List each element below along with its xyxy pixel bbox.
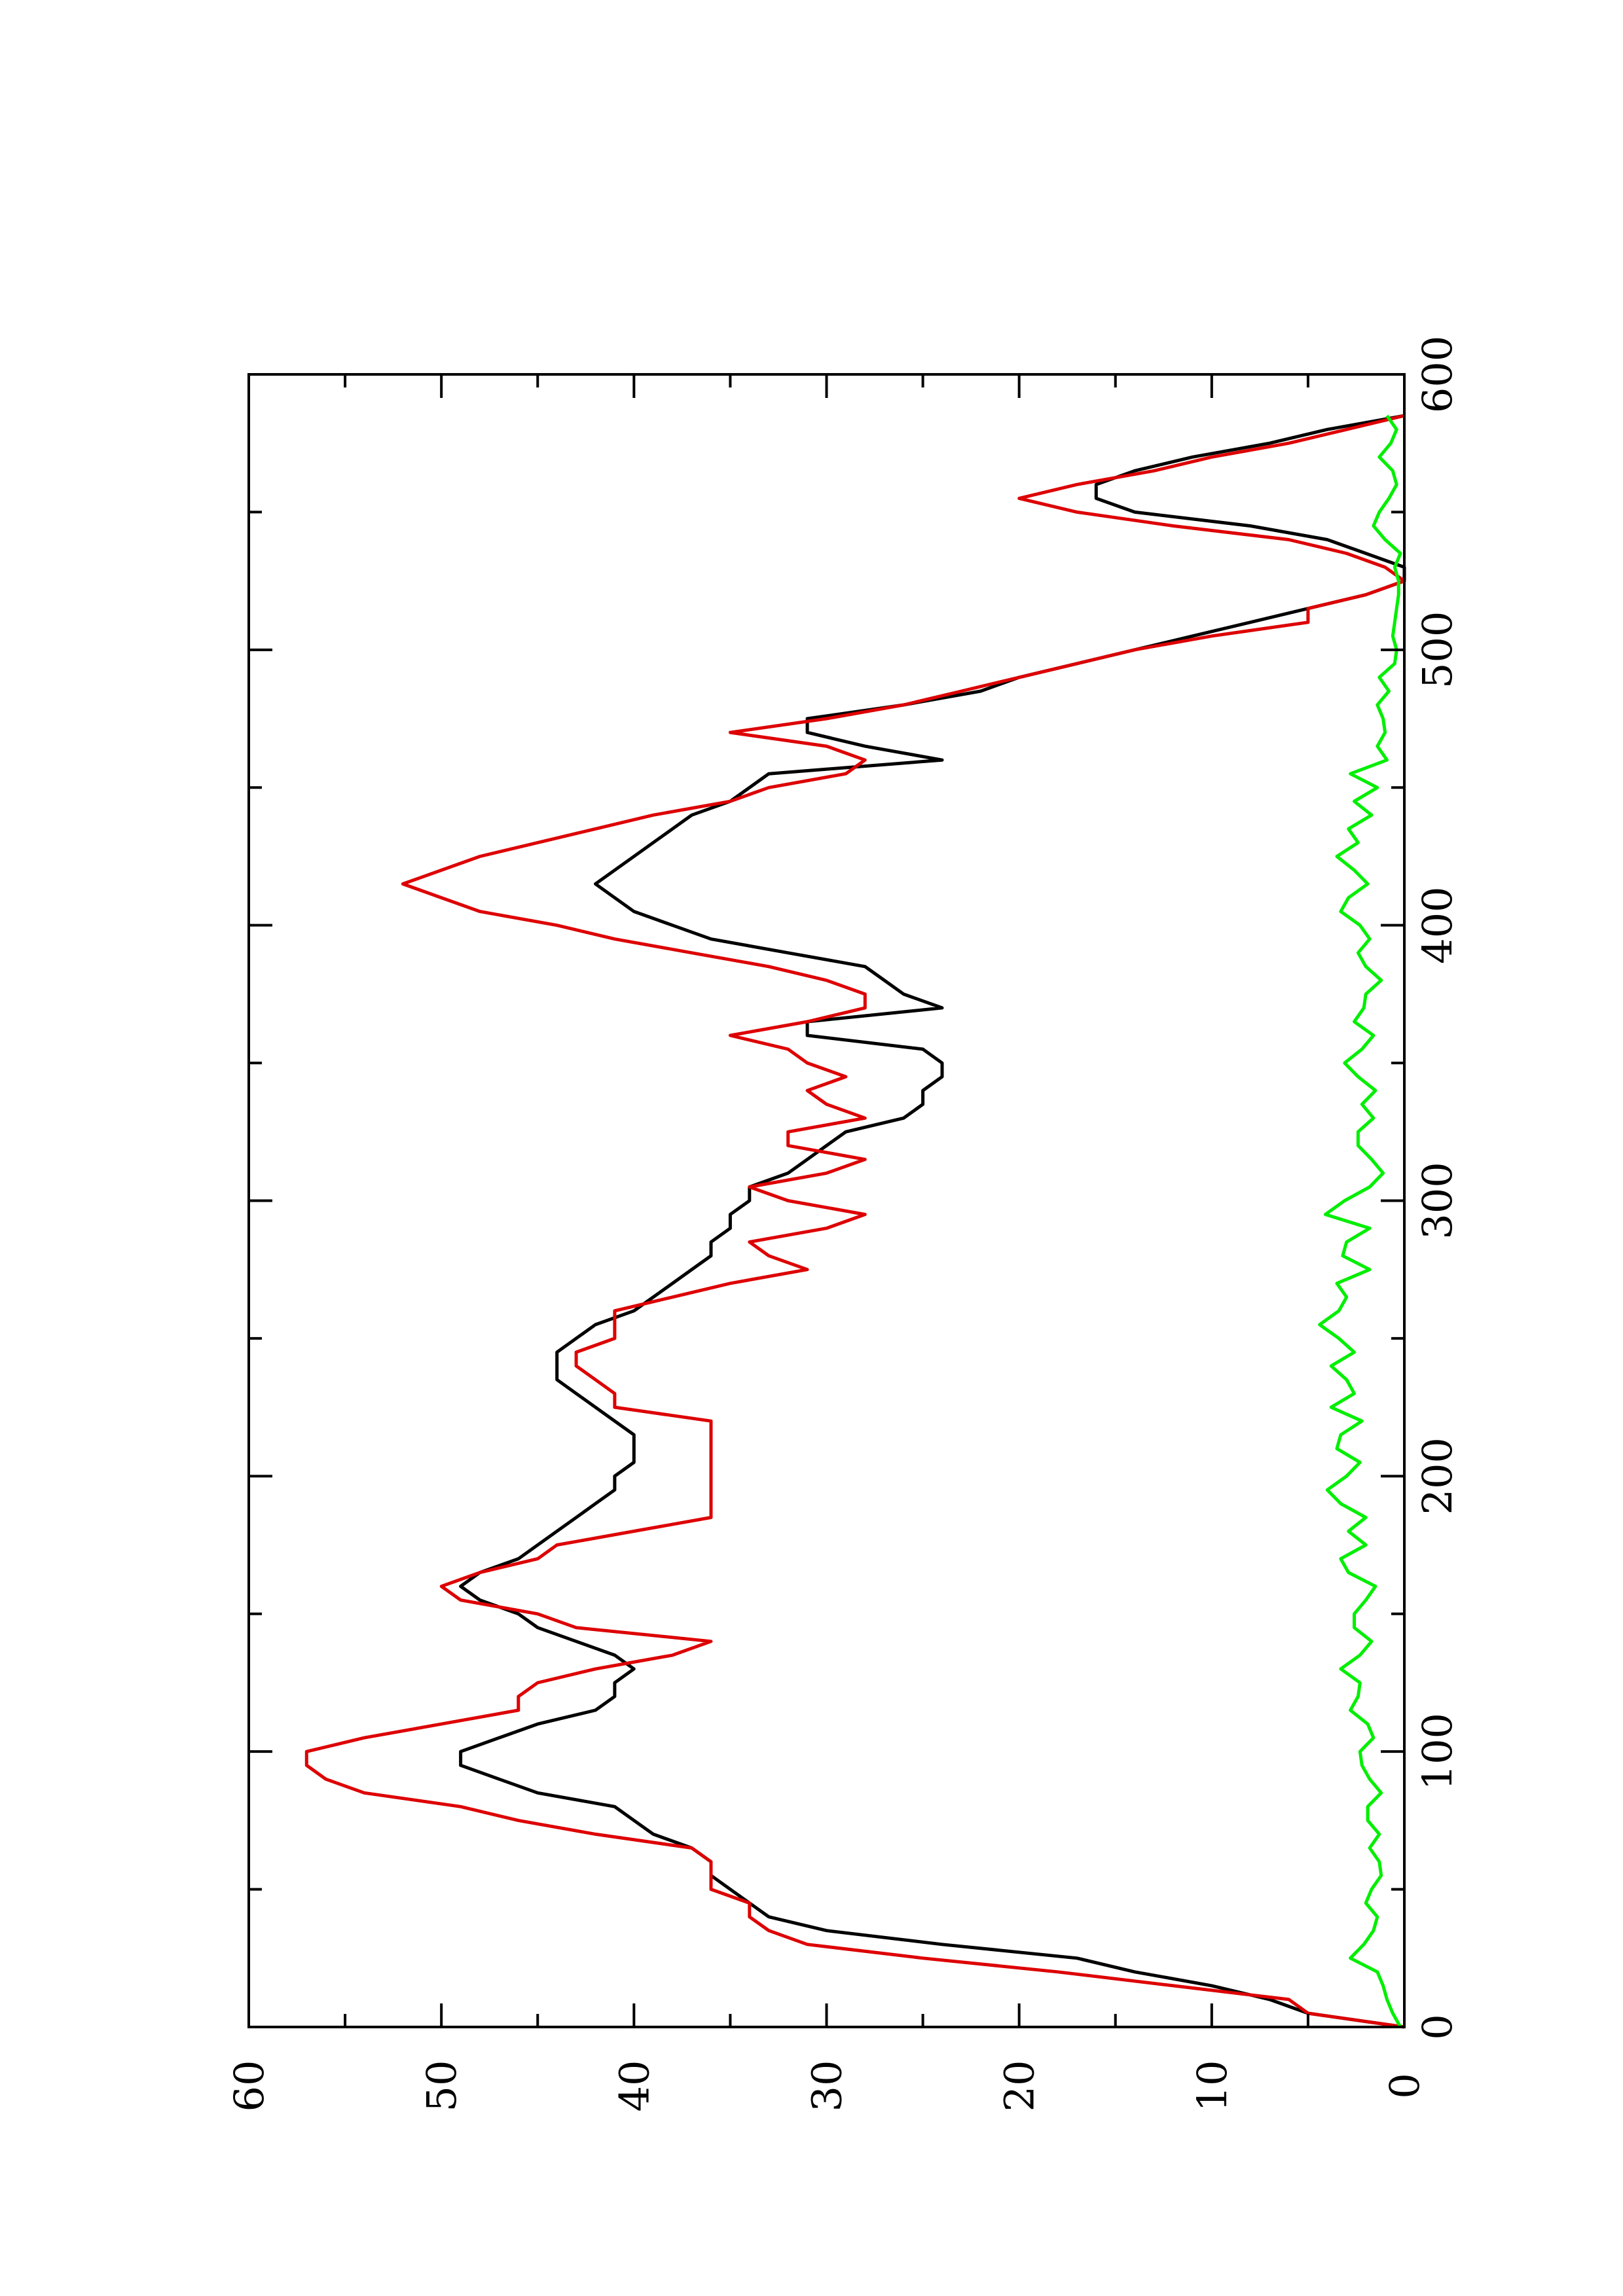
plot-frame — [247, 373, 1406, 2028]
y-tick-label: 40 — [610, 2060, 658, 2112]
y-tick-label: 10 — [1188, 2060, 1236, 2112]
x-tick-label: 600 — [1413, 336, 1461, 413]
y-tick-label: 30 — [803, 2060, 851, 2112]
x-tick-label: 200 — [1413, 1437, 1461, 1515]
x-tick-label: 100 — [1413, 1713, 1461, 1790]
y-tick-label: 0 — [1381, 2073, 1429, 2098]
series-layer — [304, 414, 1406, 2029]
ticks-layer — [247, 373, 1406, 2028]
x-tick-label: 0 — [1413, 2014, 1461, 2039]
x-tick-label: 400 — [1413, 886, 1461, 963]
series-line-2 — [1318, 414, 1402, 2028]
x-tick-label: 300 — [1413, 1162, 1461, 1239]
y-tick-label: 60 — [225, 2060, 273, 2112]
y-tick-label: 50 — [418, 2060, 465, 2112]
labels-layer: 0 100 200 300 400 500 600 0 10 20 30 40 50 60 — [225, 336, 1461, 2112]
x-tick-label: 500 — [1413, 611, 1461, 689]
y-tick-label: 20 — [996, 2060, 1044, 2112]
series-line-1 — [304, 414, 1406, 2029]
series-line-0 — [459, 414, 1406, 2029]
